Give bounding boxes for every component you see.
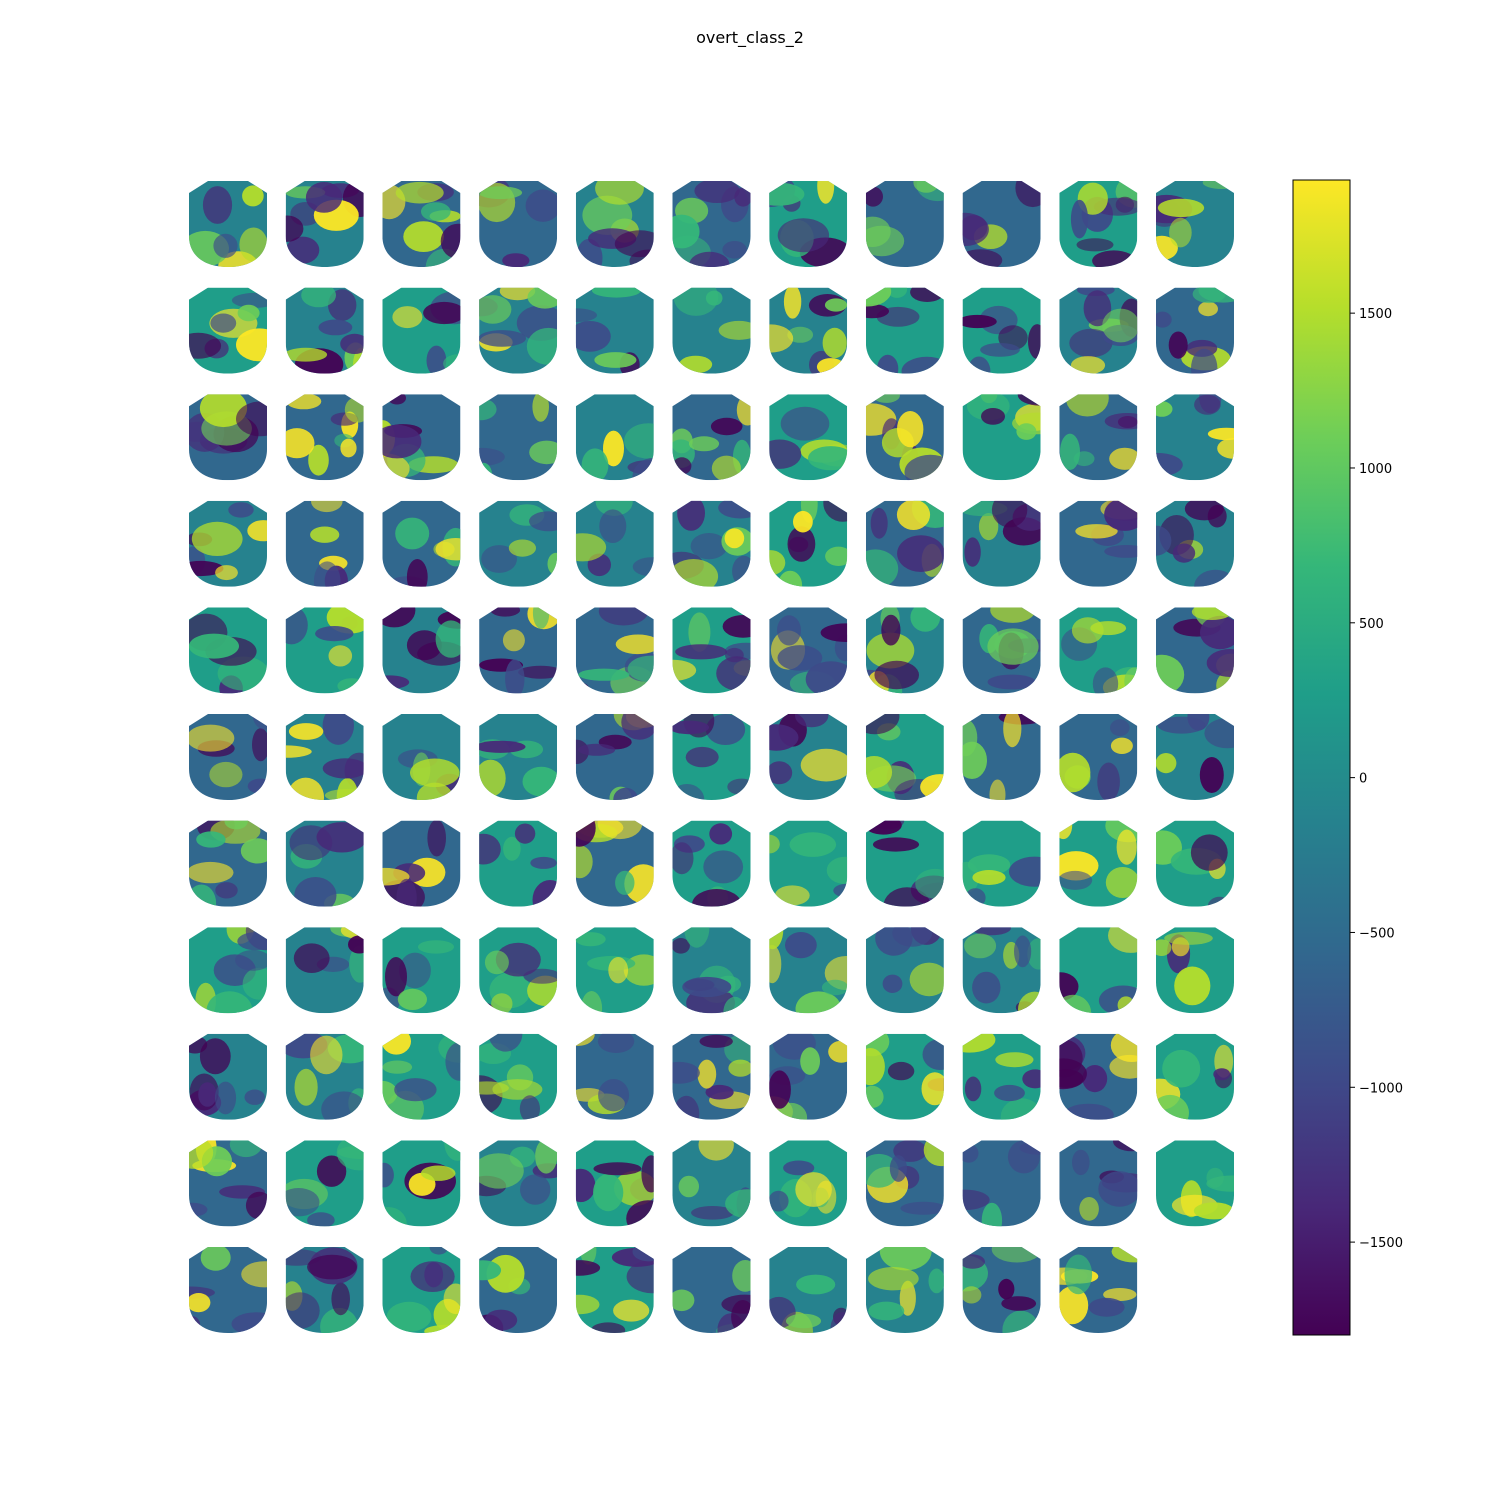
topomap — [865, 927, 944, 1014]
topomap — [285, 181, 364, 267]
colorbar-tick-label: 0 — [1359, 772, 1367, 787]
topomap — [382, 394, 461, 481]
topomap — [382, 820, 461, 907]
topomap — [479, 500, 558, 587]
topomap — [1059, 1140, 1138, 1227]
topomap — [769, 714, 848, 800]
topomap — [285, 1033, 364, 1120]
topomap — [382, 1140, 461, 1227]
topomap — [1059, 394, 1138, 481]
topomap — [1059, 820, 1138, 907]
topomap — [575, 181, 654, 267]
topomap — [285, 1140, 364, 1227]
topomap — [479, 287, 558, 374]
topomap — [189, 287, 267, 374]
topomap — [382, 287, 461, 374]
topomap — [1156, 1033, 1234, 1120]
topomap — [672, 500, 751, 587]
topomap — [1156, 607, 1234, 694]
topomap — [1156, 1140, 1234, 1227]
colorbar-tick-label: 1500 — [1359, 307, 1392, 322]
topomap — [479, 181, 558, 267]
topomap — [189, 181, 267, 267]
topomap — [1059, 1033, 1138, 1120]
topomap — [962, 820, 1041, 907]
figure-title: overt_class_2 — [696, 28, 804, 47]
topomap — [672, 820, 751, 907]
topomap — [575, 500, 654, 587]
topomap — [189, 394, 267, 481]
topomap — [382, 1247, 461, 1333]
topomap — [672, 1140, 751, 1227]
topomap — [575, 714, 654, 800]
topomap — [1156, 714, 1234, 800]
colorbar-tick-label: 1000 — [1359, 462, 1392, 477]
topomap — [1059, 500, 1138, 587]
topomap — [189, 607, 267, 694]
topomap — [189, 1033, 267, 1120]
topomap — [575, 1247, 654, 1333]
topomap — [1156, 181, 1234, 267]
topomap — [575, 1033, 654, 1120]
topomap — [962, 607, 1041, 694]
topomap — [1059, 714, 1138, 800]
topomap — [962, 500, 1041, 587]
topomap — [865, 714, 944, 800]
topomap — [479, 927, 558, 1014]
topomap — [575, 927, 654, 1014]
topomap — [769, 607, 848, 694]
topomap — [285, 607, 364, 694]
topomap — [575, 287, 654, 374]
topomap — [285, 820, 364, 907]
topomap — [285, 394, 364, 481]
topomap — [479, 394, 558, 481]
topomap — [382, 500, 461, 587]
topomap — [769, 394, 848, 481]
topomap — [1156, 820, 1234, 907]
topomap — [962, 1247, 1041, 1333]
topomap — [962, 287, 1041, 374]
topomap — [769, 1247, 848, 1333]
topomap — [865, 394, 944, 481]
topomap — [865, 820, 944, 907]
colorbar-tick-label: −1500 — [1359, 1236, 1403, 1251]
topomap — [189, 500, 267, 587]
colorbar-tick-label: −1000 — [1359, 1081, 1403, 1096]
topomap — [865, 500, 944, 587]
topomap — [479, 607, 558, 694]
topomap — [189, 714, 267, 800]
colorbar-gradient — [1293, 180, 1350, 1335]
topomap — [189, 1247, 267, 1333]
topomap — [479, 1247, 558, 1333]
topomap — [285, 1247, 364, 1333]
topomap — [769, 1140, 848, 1227]
topomap — [1059, 287, 1138, 374]
topomap — [1059, 181, 1138, 267]
topomap — [865, 1140, 944, 1227]
topomap — [672, 1033, 751, 1120]
topomap — [769, 287, 848, 374]
topomap — [1156, 927, 1234, 1014]
topomap — [865, 1247, 944, 1333]
topomap — [962, 927, 1041, 1014]
topomap — [1156, 394, 1234, 481]
colorbar-tick-label: −500 — [1359, 926, 1395, 941]
topomap — [865, 181, 944, 267]
topomap — [285, 500, 364, 587]
topomap — [479, 714, 558, 800]
topomap — [672, 927, 751, 1014]
topomap — [382, 607, 461, 694]
topomap — [962, 714, 1041, 800]
topomap — [1156, 287, 1234, 374]
topomap — [382, 1033, 461, 1120]
colorbar-frame — [1292, 179, 1351, 1336]
topomap — [769, 500, 848, 587]
topomap — [479, 1033, 558, 1120]
colorbar-tick-label: 500 — [1359, 617, 1384, 632]
